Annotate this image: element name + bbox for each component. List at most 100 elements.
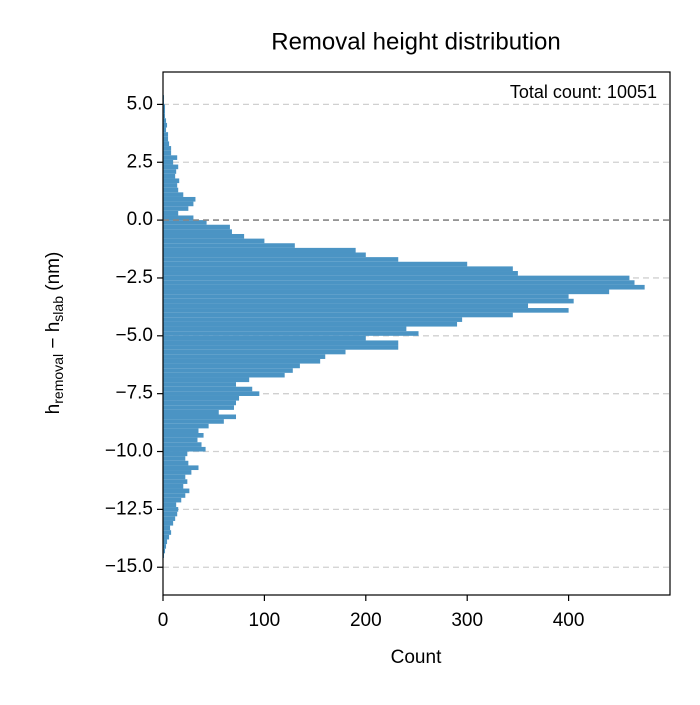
bar [163,409,219,415]
bar [163,271,518,276]
bar [163,511,178,517]
bar [163,150,172,156]
bar [163,192,184,197]
bar [163,363,300,369]
y-tick-label: 0.0 [127,209,153,230]
bar [163,493,186,498]
bar [163,312,513,318]
y-tick-label: −7.5 [115,383,153,404]
bar [163,507,179,512]
bar [163,210,179,216]
x-tick-label: 300 [451,610,483,631]
bar [163,127,167,133]
bar [163,530,172,535]
bar [163,405,234,410]
bar [163,326,407,332]
bar [163,201,194,207]
bar [163,113,166,119]
y-label-subscript: removal [50,354,66,404]
bar [163,122,168,128]
bar [163,368,293,373]
bar [163,534,170,540]
annotation: Total count: 10051 [510,82,657,102]
bar [163,386,253,392]
bar [163,159,174,165]
y-tick-label: −15.0 [105,556,153,577]
bar [163,451,188,457]
bar [163,423,209,429]
x-tick-label: 0 [158,610,169,631]
y-tick-label: −2.5 [115,267,153,288]
chart-title: Removal height distribution [271,28,561,55]
bar [163,428,199,434]
bar [163,146,172,151]
y-axis-label: hremoval − hslab (nm) [43,252,66,415]
bar [163,358,321,364]
bar [163,308,569,313]
bar [163,303,529,309]
bar [163,345,399,350]
bar [163,488,190,494]
bar [163,196,196,202]
bar [163,502,177,508]
y-tick-label: −10.0 [105,441,153,462]
bar [163,178,180,184]
bar [163,252,366,258]
bar [163,419,224,424]
bar [163,414,237,420]
bar [163,257,399,262]
bar [163,294,569,299]
bar [163,497,182,503]
bar [163,118,167,123]
bar [163,266,513,272]
y-label-subscript: slab [50,296,66,322]
plot-frame [162,71,671,596]
bar [163,382,237,387]
bar [163,132,169,137]
bar [163,483,184,489]
bar [163,340,399,346]
y-tick-label: −12.5 [105,498,153,519]
bar [163,465,199,471]
bar [163,247,356,253]
bar [163,335,366,341]
bar [163,456,186,461]
bar [163,206,189,211]
bar [163,109,166,114]
bar [163,525,171,531]
bar [163,155,178,160]
bar [163,275,630,281]
bar [163,395,240,401]
bar [163,289,610,295]
y-label-part: (nm) [43,252,64,296]
bar [163,136,169,142]
bar [163,104,166,110]
x-tick-label: 100 [249,610,281,631]
y-tick-label: −5.0 [115,325,153,346]
bar [163,331,419,336]
bar [163,238,265,244]
y-tick-label: 5.0 [127,93,153,114]
bar [163,539,168,545]
bar [163,215,194,221]
bar [163,233,245,239]
bar [163,224,230,230]
bar [163,141,170,147]
bar [163,321,458,327]
bar [163,243,295,248]
bar [163,173,176,179]
x-axis-label: Count [391,647,442,668]
bar [163,349,346,355]
bar [163,479,188,484]
bar [163,460,189,466]
y-label-part: h [43,404,64,415]
bar [163,544,167,549]
bar [163,183,178,188]
bar [163,220,207,225]
bar [163,169,177,174]
bar [163,354,326,359]
y-label-part: − h [43,322,64,354]
bar [163,164,179,170]
bar [163,280,635,285]
